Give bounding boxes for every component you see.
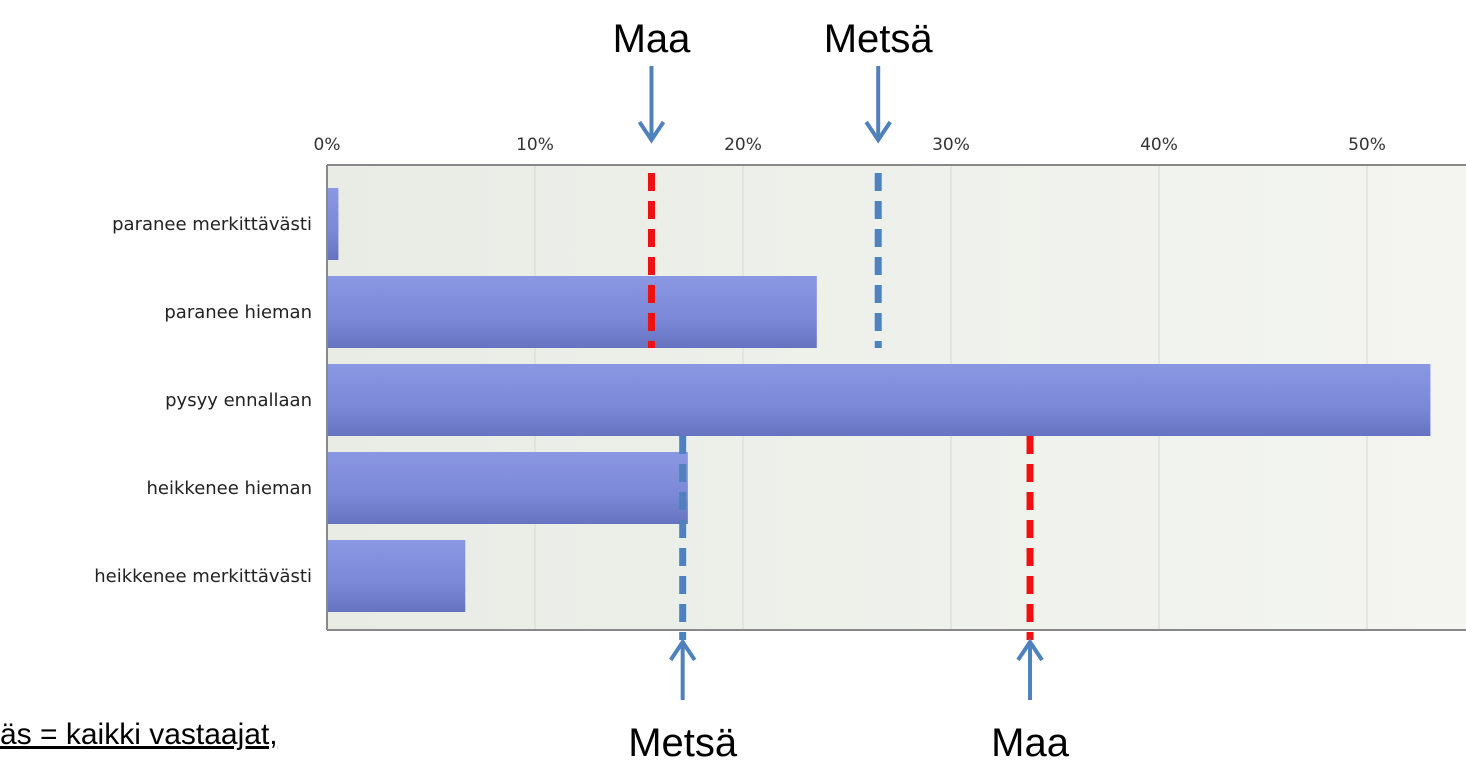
category-label: paranee hieman — [164, 302, 312, 323]
x-tick-label: 40% — [1140, 135, 1178, 155]
arrow-head — [669, 638, 697, 662]
annotation-label: Maa — [613, 17, 692, 61]
arrow-head — [637, 120, 666, 144]
x-tick-label: 20% — [724, 135, 762, 155]
annotation-label: Metsä — [628, 721, 738, 762]
footnote-text: äs = kaikki vastaajat, — [0, 718, 278, 751]
category-label: pysyy ennallaan — [165, 390, 312, 411]
annotation-label: Metsä — [824, 17, 934, 61]
bar — [328, 540, 466, 612]
arrow-head — [864, 120, 892, 144]
x-tick-label: 50% — [1348, 135, 1386, 155]
category-label: paranee merkittävästi — [112, 214, 312, 235]
x-tick-label: 10% — [516, 135, 554, 155]
bar — [328, 276, 817, 348]
x-tick-label: 30% — [932, 135, 970, 155]
category-label: heikkenee merkittävästi — [94, 566, 312, 587]
arrow-head — [1016, 638, 1044, 662]
bar — [328, 364, 1431, 436]
annotation-label: Maa — [991, 721, 1070, 762]
bar — [328, 188, 339, 260]
category-label: heikkenee hieman — [147, 478, 313, 499]
bar — [328, 452, 688, 524]
x-tick-label: 0% — [314, 135, 341, 155]
